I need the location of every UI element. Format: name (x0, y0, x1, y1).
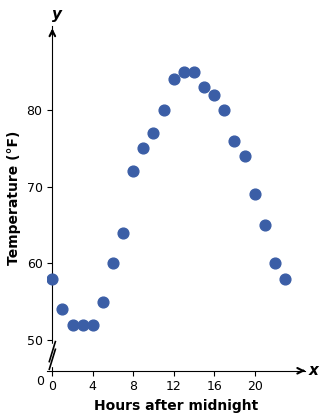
Text: y: y (52, 7, 62, 22)
Point (232, 137, 237, 144)
Point (70, 321, 75, 328)
Point (100, 298, 106, 305)
Point (121, 229, 126, 236)
Point (131, 168, 136, 175)
Point (151, 130, 156, 136)
Point (141, 145, 146, 152)
Point (191, 68, 197, 75)
Point (111, 260, 116, 267)
Point (60, 306, 65, 313)
Text: 0: 0 (36, 375, 44, 388)
Point (212, 91, 217, 98)
Text: x: x (308, 363, 318, 378)
Y-axis label: Temperature (°F): Temperature (°F) (7, 131, 21, 265)
Point (171, 76, 176, 83)
Point (50, 276, 55, 282)
Point (80, 321, 85, 328)
Point (282, 276, 288, 282)
Point (90, 321, 96, 328)
Point (202, 84, 207, 90)
Point (181, 68, 187, 75)
Point (252, 191, 257, 198)
Point (222, 107, 227, 113)
Point (272, 260, 278, 267)
Point (242, 152, 247, 159)
Point (262, 222, 267, 228)
X-axis label: Hours after midnight: Hours after midnight (94, 399, 258, 413)
Point (161, 107, 166, 113)
